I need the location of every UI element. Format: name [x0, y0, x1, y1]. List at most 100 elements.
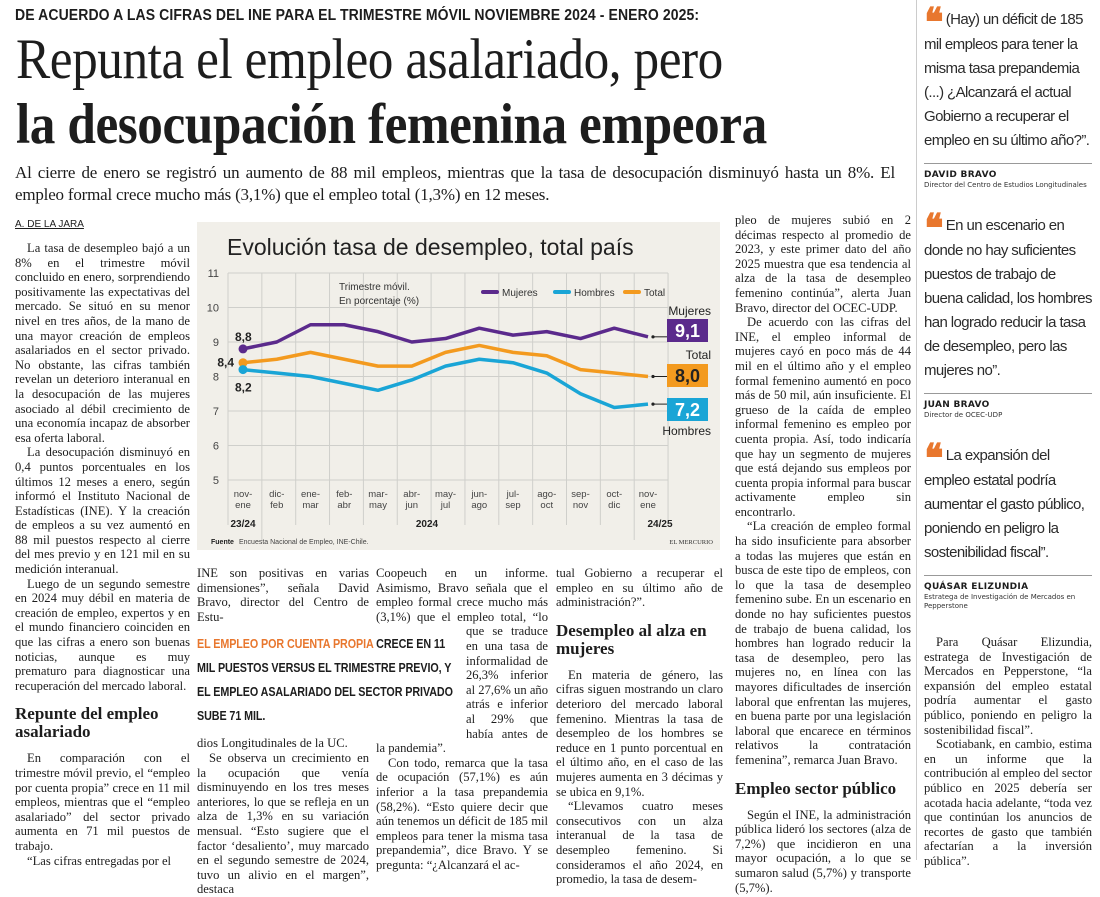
kicker: DE ACUERDO A LAS CIFRAS DEL INE PARA EL …	[15, 7, 699, 25]
x-tick-label: ene-	[301, 489, 320, 500]
end-connector-dot	[651, 335, 654, 338]
quote-text: La expansión del empleo estatal podría a…	[924, 447, 1084, 561]
y-tick-label: 6	[213, 441, 219, 453]
chart-svg: Evolución tasa de desempleo, total país 5…	[197, 222, 720, 550]
x-tick-label: abr	[337, 500, 351, 511]
quote-author-role: Estratega de Investigación de Mercados e…	[924, 593, 1092, 611]
x-tick-label: sep-	[571, 489, 589, 500]
end-series-label: Total	[686, 348, 711, 362]
chart-title: Evolución tasa de desempleo, total país	[227, 234, 634, 260]
sidebar-quote-3: ❛❛La expansión del empleo estatal podría…	[924, 444, 1092, 611]
paragraph: “Llevamos cuatro meses consecutivos con …	[556, 799, 723, 887]
x-tick-label: sep	[505, 500, 520, 511]
section-heading: Desempleo al alza en mujeres	[556, 622, 723, 658]
x-tick-label: mar-	[368, 489, 388, 500]
paragraph: La tasa de desempleo bajó a un 8% en el …	[15, 241, 190, 445]
x-tick-label: ene	[235, 500, 251, 511]
legend-label-hombres: Hombres	[574, 288, 615, 299]
y-tick-label: 8	[213, 372, 219, 384]
unemployment-chart: Evolución tasa de desempleo, total país 5…	[197, 222, 720, 550]
paragraph: Según el INE, la administración pública …	[735, 808, 911, 896]
source-label: Fuente	[211, 539, 234, 546]
section-heading: Repunte del empleo asalariado	[15, 705, 190, 741]
x-tick-label: dic-	[269, 489, 284, 500]
x-tick-label: jul-	[506, 489, 520, 500]
article-column-3: Coopeuch en un informe. Asimismo, Bravo …	[376, 566, 548, 872]
x-tick-label: ago	[471, 500, 487, 511]
quote-author: QUÁSAR ELIZUNDIA	[924, 582, 1092, 593]
paragraph: “Las cifras entregadas por el	[15, 854, 190, 869]
end-series-label: Mujeres	[668, 304, 711, 318]
section-heading: Empleo sector público	[735, 780, 911, 798]
x-tick-label: may	[369, 500, 387, 511]
series-line-total	[243, 345, 648, 376]
end-value-label: 8,0	[675, 366, 700, 386]
paragraph: Para Quásar Elizundia, estratega de Inve…	[924, 635, 1092, 737]
quote-text: (Hay) un déficit de 185 mil empleos para…	[924, 11, 1089, 149]
subhead: Al cierre de enero se registró un aument…	[15, 162, 895, 206]
series-line-mujeres	[243, 325, 648, 349]
data-point-hombres	[239, 365, 248, 374]
article-column-6: Para Quásar Elizundia, estratega de Inve…	[924, 635, 1092, 869]
paragraph: Con todo, remarca que la tasa de ocupaci…	[376, 756, 548, 873]
quote-author-role: Director de OCEC-UDP	[924, 411, 1092, 420]
y-tick-label: 9	[213, 337, 219, 349]
article-column-5: pleo de mujeres subió en 2 décimas respe…	[735, 213, 911, 895]
year-label: 24/25	[647, 519, 672, 530]
quote-author: DAVID BRAVO	[924, 170, 1092, 181]
x-tick-label: jul	[440, 500, 451, 511]
sidebar-quote-2: ❛❛En un escenario en donde no hay sufici…	[924, 214, 1092, 420]
x-tick-label: oct-	[606, 489, 622, 500]
x-tick-label: nov	[573, 500, 589, 511]
paragraph: Luego de un segundo semestre en 2024 muy…	[15, 577, 190, 694]
paragraph: Se observa un crecimiento en la ocupació…	[197, 751, 369, 897]
article-column-1: La tasa de desempleo bajó a un 8% en el …	[15, 241, 190, 868]
end-value-label: 7,2	[675, 400, 700, 420]
quote-author-role: Director del Centro de Estudios Longitud…	[924, 181, 1092, 190]
paragraph: De acuerdo con las cifras del INE, el em…	[735, 315, 911, 519]
data-point-mujeres	[239, 344, 248, 353]
chart-note: Trimestre móvil.	[339, 282, 410, 293]
headline-line-1: Repunta el empleo asalariado, pero	[16, 30, 723, 90]
end-connector-dot	[651, 375, 654, 378]
year-label: 2024	[416, 519, 439, 530]
paragraph: En comparación con el trimestre móvil pr…	[15, 751, 190, 853]
paragraph: INE son positivas en varias dimensiones”…	[197, 566, 369, 624]
legend-label-mujeres: Mujeres	[502, 288, 538, 299]
paragraph: dios Longitudinales de la UC.	[197, 736, 369, 751]
pull-quote-highlight: EL EMPLEO POR CUENTA PROPIA	[197, 637, 373, 651]
paragraph: pleo de mujeres subió en 2 décimas respe…	[735, 213, 911, 315]
source-text: Encuesta Nacional de Empleo, INE-Chile.	[239, 539, 369, 546]
paragraph: La desocupación disminuyó en 0,4 puntos …	[15, 445, 190, 576]
paragraph: tual Gobierno a recuperar el empleo en s…	[556, 566, 723, 610]
x-tick-label: nov-	[234, 489, 252, 500]
x-tick-label: abr-	[403, 489, 420, 500]
end-connector-dot	[651, 403, 654, 406]
series-line-hombres	[243, 359, 648, 407]
sidebar: ❛❛(Hay) un déficit de 185 mil empleos pa…	[924, 8, 1092, 869]
end-series-label: Hombres	[662, 424, 711, 438]
x-tick-label: dic	[608, 500, 620, 511]
start-value-label: 8,4	[217, 356, 234, 370]
sidebar-quote-1: ❛❛(Hay) un déficit de 185 mil empleos pa…	[924, 8, 1092, 190]
quote-text: En un escenario en donde no hay suficien…	[924, 217, 1092, 379]
x-tick-label: feb	[270, 500, 283, 511]
x-tick-label: mar	[302, 500, 318, 511]
x-tick-label: ene	[640, 500, 656, 511]
y-tick-label: 5	[213, 475, 219, 487]
paragraph: “La creación de empleo formal ha sido in…	[735, 519, 911, 767]
article-column-4: tual Gobierno a recuperar el empleo en s…	[556, 566, 723, 887]
headline-line-2: la desocupación femenina empeora	[16, 95, 767, 155]
paragraph: En materia de género, las cifras siguen …	[556, 668, 723, 799]
x-tick-label: ago-	[537, 489, 556, 500]
x-tick-label: jun-	[470, 489, 487, 500]
y-tick-label: 7	[213, 406, 219, 418]
x-tick-label: oct	[540, 500, 553, 511]
y-tick-label: 10	[207, 303, 219, 315]
x-tick-label: feb-	[336, 489, 352, 500]
column-divider	[916, 0, 917, 860]
paragraph: Scotiabank, en cambio, estima en un info…	[924, 737, 1092, 868]
start-value-label: 8,8	[235, 330, 252, 344]
end-value-label: 9,1	[675, 321, 700, 341]
x-tick-label: nov-	[639, 489, 657, 500]
